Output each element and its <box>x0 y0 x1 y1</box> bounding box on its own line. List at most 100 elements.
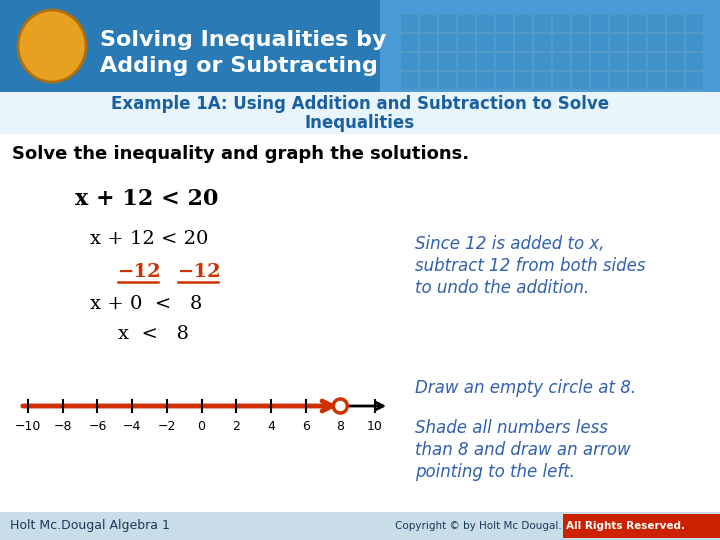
Text: 2: 2 <box>233 420 240 433</box>
Bar <box>609 52 627 70</box>
Text: Solve the inequality and graph the solutions.: Solve the inequality and graph the solut… <box>12 145 469 163</box>
Bar <box>495 52 513 70</box>
Text: 10: 10 <box>367 420 383 433</box>
Bar <box>628 14 646 32</box>
Bar <box>552 33 570 51</box>
Text: −8: −8 <box>53 420 72 433</box>
Bar <box>647 14 665 32</box>
Bar <box>533 71 551 89</box>
Bar <box>419 71 437 89</box>
Bar <box>571 14 589 32</box>
Bar <box>609 14 627 32</box>
Text: x + 12 < 20: x + 12 < 20 <box>90 230 208 248</box>
Bar <box>400 33 418 51</box>
Bar <box>628 33 646 51</box>
Bar <box>514 33 532 51</box>
Bar <box>438 14 456 32</box>
Bar <box>0 134 720 512</box>
Bar <box>476 52 494 70</box>
Text: Draw an empty circle at 8.: Draw an empty circle at 8. <box>415 379 636 397</box>
Text: than 8 and draw an arrow: than 8 and draw an arrow <box>415 441 631 459</box>
Bar <box>609 71 627 89</box>
Bar <box>419 33 437 51</box>
Text: x + 12 < 20: x + 12 < 20 <box>75 188 218 210</box>
Text: Example 1A: Using Addition and Subtraction to Solve: Example 1A: Using Addition and Subtracti… <box>111 95 609 113</box>
Bar <box>438 33 456 51</box>
Text: All Rights Reserved.: All Rights Reserved. <box>566 521 685 531</box>
Bar <box>571 71 589 89</box>
Bar <box>457 71 475 89</box>
Bar <box>476 71 494 89</box>
Bar <box>514 14 532 32</box>
Bar <box>666 14 684 32</box>
Bar <box>0 512 720 540</box>
Bar <box>533 52 551 70</box>
Bar <box>666 52 684 70</box>
Bar <box>476 14 494 32</box>
Ellipse shape <box>18 10 86 82</box>
Text: Adding or Subtracting: Adding or Subtracting <box>100 56 378 76</box>
Bar <box>590 33 608 51</box>
Text: Shade all numbers less: Shade all numbers less <box>415 419 608 437</box>
Text: −12: −12 <box>178 263 222 281</box>
Text: 6: 6 <box>302 420 310 433</box>
Bar <box>590 14 608 32</box>
Text: Since 12 is added to x,: Since 12 is added to x, <box>415 235 605 253</box>
Text: subtract 12 from both sides: subtract 12 from both sides <box>415 257 646 275</box>
Bar <box>571 33 589 51</box>
Bar <box>647 71 665 89</box>
Bar <box>685 14 703 32</box>
Bar <box>514 52 532 70</box>
Bar <box>628 71 646 89</box>
Bar <box>552 52 570 70</box>
Text: Copyright © by Holt Mc Dougal.: Copyright © by Holt Mc Dougal. <box>395 521 562 531</box>
Bar <box>495 14 513 32</box>
Bar <box>666 71 684 89</box>
Bar <box>0 92 720 134</box>
Bar <box>571 52 589 70</box>
Bar <box>495 71 513 89</box>
Text: 0: 0 <box>197 420 205 433</box>
Text: −2: −2 <box>158 420 176 433</box>
Text: 4: 4 <box>267 420 275 433</box>
Bar <box>533 14 551 32</box>
Bar <box>552 14 570 32</box>
Bar <box>590 71 608 89</box>
Bar <box>0 0 720 92</box>
Bar <box>419 52 437 70</box>
Bar <box>590 52 608 70</box>
Bar <box>476 33 494 51</box>
Bar <box>419 14 437 32</box>
Bar <box>552 71 570 89</box>
Text: Inequalities: Inequalities <box>305 114 415 132</box>
Circle shape <box>333 399 347 413</box>
Bar <box>685 71 703 89</box>
Text: −10: −10 <box>15 420 41 433</box>
Bar <box>457 33 475 51</box>
Bar <box>400 14 418 32</box>
Text: −12: −12 <box>118 263 161 281</box>
Bar <box>685 52 703 70</box>
Bar <box>647 33 665 51</box>
Text: Holt Mc.Dougal Algebra 1: Holt Mc.Dougal Algebra 1 <box>10 519 170 532</box>
Bar <box>533 33 551 51</box>
Bar <box>438 52 456 70</box>
Bar <box>628 52 646 70</box>
Bar <box>514 71 532 89</box>
Bar <box>380 0 720 92</box>
Bar <box>400 52 418 70</box>
Bar <box>647 52 665 70</box>
Text: −6: −6 <box>89 420 107 433</box>
Bar <box>457 52 475 70</box>
Bar <box>685 33 703 51</box>
Bar <box>495 33 513 51</box>
Bar <box>438 71 456 89</box>
Text: 8: 8 <box>336 420 344 433</box>
Text: pointing to the left.: pointing to the left. <box>415 463 575 481</box>
Bar <box>457 14 475 32</box>
Bar <box>609 33 627 51</box>
Text: x  <   8: x < 8 <box>118 325 189 343</box>
Bar <box>666 33 684 51</box>
Bar <box>563 514 720 538</box>
Text: to undo the addition.: to undo the addition. <box>415 279 589 297</box>
